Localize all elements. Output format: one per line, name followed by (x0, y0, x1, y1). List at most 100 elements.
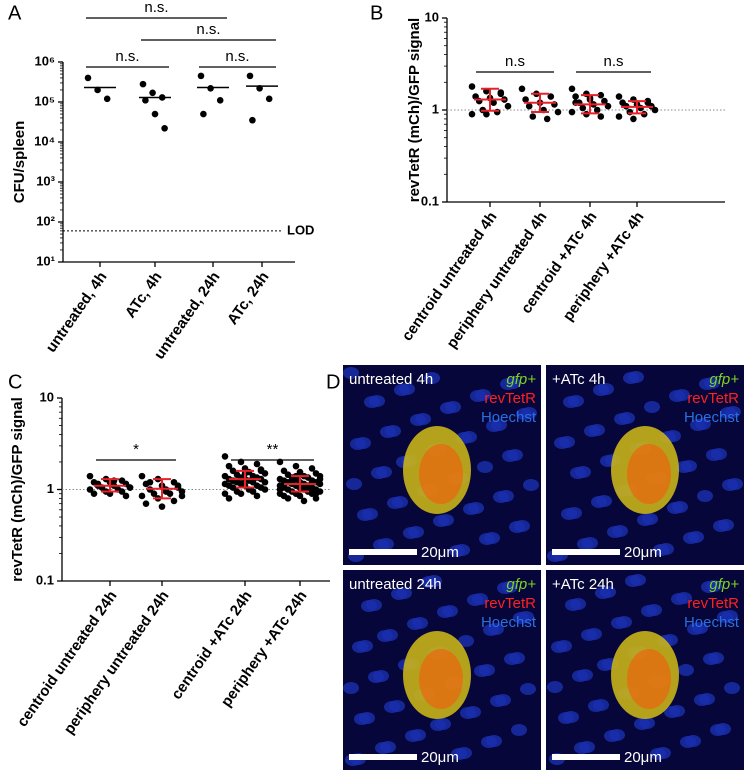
lod-label: LOD (287, 222, 314, 237)
bacteria-core (627, 444, 671, 504)
nucleus (727, 478, 743, 490)
data-point (207, 85, 214, 92)
nucleus (435, 718, 451, 730)
nucleus (477, 461, 493, 473)
stain-label: gfp+ (506, 371, 536, 388)
y-tick-label: 10³ (36, 173, 55, 188)
nucleus (343, 682, 359, 694)
data-point (246, 72, 254, 80)
nucleus (589, 424, 605, 436)
data-point (568, 108, 576, 116)
nucleus (646, 604, 662, 616)
nucleus (715, 723, 731, 735)
y-tick-label: 10 (425, 9, 439, 24)
nucleus (612, 525, 628, 537)
data-point (312, 495, 320, 502)
data-point (493, 108, 501, 116)
data-point (86, 486, 94, 493)
nucleus (718, 519, 734, 531)
scale-bar-label: 20μm (624, 749, 662, 766)
nucleus (672, 501, 688, 513)
data-point (529, 113, 537, 120)
scale-bar (552, 754, 620, 760)
data-point (284, 495, 292, 502)
data-point (637, 104, 644, 112)
data-point (593, 106, 601, 114)
nucleus (491, 419, 507, 431)
nucleus (725, 406, 741, 418)
panel-label: A (8, 2, 22, 24)
nucleus (521, 407, 537, 419)
stain-label: Hoechst (481, 409, 537, 426)
nucleus (724, 682, 740, 694)
nucleus (559, 436, 575, 448)
data-point (265, 95, 273, 103)
data-point (316, 480, 324, 488)
nucleus (396, 587, 412, 599)
data-point (472, 93, 479, 100)
data-point (554, 108, 562, 116)
nucleus (609, 729, 625, 741)
x-tick-label: centroid untreated 24h (14, 588, 121, 730)
nucleus (676, 592, 692, 604)
nucleus (711, 448, 727, 460)
nucleus (458, 635, 474, 647)
nucleus (415, 413, 431, 425)
nucleus (619, 412, 635, 424)
nucleus (596, 495, 612, 507)
nucleus (502, 581, 518, 593)
y-tick-label: 10⁵ (34, 93, 55, 108)
nucleus (577, 669, 593, 681)
data-point (170, 497, 178, 505)
data-point (261, 486, 269, 493)
nucleus (465, 706, 481, 718)
data-point (174, 482, 182, 490)
y-tick-label: 0.1 (36, 572, 54, 587)
data-point (572, 93, 579, 100)
nucleus (706, 580, 722, 592)
data-point (312, 490, 320, 497)
nucleus (488, 623, 504, 635)
scale-bar-label: 20μm (624, 544, 662, 561)
micrograph-title: untreated 24h (349, 576, 442, 593)
data-point (142, 500, 150, 507)
nucleus (456, 747, 472, 759)
nucleus (699, 693, 715, 705)
data-point (626, 108, 634, 116)
y-tick-label: 10⁴ (34, 133, 55, 148)
nucleus (509, 652, 525, 664)
stain-label: Hoechst (684, 614, 740, 631)
data-point (216, 97, 224, 104)
data-point (308, 465, 316, 472)
x-tick-label: ATc, 24h (224, 269, 273, 328)
data-point (651, 106, 659, 114)
nucleus (674, 389, 690, 401)
nucleus (426, 575, 442, 587)
nucleus (630, 574, 646, 586)
nucleus (655, 747, 671, 759)
significance-label: n.s. (196, 21, 220, 38)
data-point (158, 503, 166, 510)
data-point (497, 90, 505, 98)
y-tick-label: 1 (47, 481, 54, 496)
bacteria-core (419, 444, 463, 504)
x-tick-label: centroid untreated 4h (399, 209, 501, 344)
nucleus (692, 622, 708, 634)
data-point (149, 89, 156, 97)
nucleus (688, 531, 704, 543)
scale-bar (349, 549, 417, 555)
nucleus (511, 724, 527, 736)
data-point (261, 478, 269, 486)
data-point (568, 85, 576, 93)
data-point (296, 468, 304, 476)
data-point (547, 93, 555, 100)
data-point (522, 96, 529, 103)
stain-label: revTetR (484, 595, 536, 612)
stain-label: revTetR (484, 390, 536, 407)
nucleus (685, 735, 701, 747)
data-point (142, 97, 149, 104)
data-point (483, 110, 490, 118)
nucleus (575, 466, 591, 478)
nucleus (695, 418, 711, 430)
data-point (316, 475, 324, 483)
